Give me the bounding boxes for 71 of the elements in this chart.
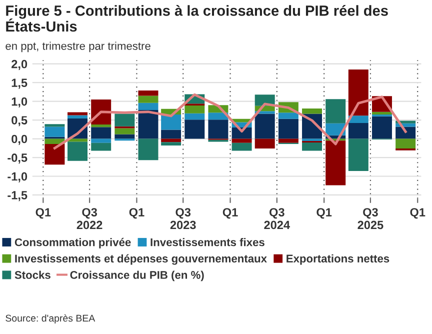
bar — [232, 138, 252, 143]
chart-subtitle: en ppt, trimestre par trimestre — [6, 42, 150, 52]
y-tick-label: -1,0 — [8, 172, 28, 182]
bar — [68, 142, 88, 161]
x-tick-label: Q3 2022 — [76, 208, 102, 230]
x-tick-label: Q1 — [129, 208, 144, 219]
bar — [138, 96, 158, 103]
bar — [396, 138, 416, 149]
bar — [138, 102, 158, 110]
bar — [138, 90, 158, 96]
bar — [161, 130, 182, 139]
bar — [91, 124, 112, 128]
y-tick-label: 1,5 — [12, 78, 28, 89]
bar — [68, 138, 88, 142]
bar — [372, 112, 392, 114]
bar — [44, 144, 65, 165]
bar — [114, 134, 135, 139]
legend-label: Stocks — [14, 270, 50, 279]
x-tick-label: Q1 — [36, 208, 51, 219]
bar — [396, 126, 416, 139]
bar — [302, 142, 322, 151]
y-tick-label: 1,0 — [12, 97, 28, 108]
bar — [138, 138, 158, 160]
bar — [232, 142, 252, 151]
bar — [326, 99, 346, 124]
x-tick-label: Q1 — [316, 208, 332, 219]
y-tick-label: -0,5 — [8, 154, 28, 164]
bar — [91, 142, 112, 151]
legend-label: Exportations nettes — [286, 254, 390, 265]
legend-label: Investissements et dépenses gouvernementaux — [15, 254, 267, 265]
bar — [44, 124, 65, 127]
x-tick-label: Q3 2024 — [264, 208, 290, 230]
bar — [138, 110, 158, 139]
bar — [348, 138, 368, 172]
source-note: Source: d'après BEA — [6, 314, 96, 324]
x-tick-label: Q1 — [410, 208, 426, 219]
x-tick-label: Q3 2025 — [358, 208, 384, 230]
bar — [114, 114, 135, 126]
y-tick-label: 0,5 — [12, 116, 28, 126]
bar — [68, 115, 88, 119]
bar — [254, 138, 275, 149]
bar — [91, 127, 112, 139]
bar — [278, 138, 298, 143]
y-tick-label: 0,0 — [12, 134, 28, 145]
bar — [278, 118, 298, 139]
bar — [184, 120, 205, 139]
legend-label: Croissance du PIB (en %) — [70, 270, 204, 282]
bar — [348, 123, 368, 139]
bar — [372, 116, 392, 139]
bar — [254, 114, 275, 139]
x-tick-label: Q3 2023 — [170, 208, 196, 230]
legend-label: Investissements fixes — [150, 238, 264, 246]
bar — [161, 114, 182, 130]
legend-label: Consommation privée — [14, 238, 131, 248]
bar — [161, 142, 182, 146]
line-series — [53, 93, 407, 150]
bar — [44, 126, 65, 137]
y-tick-label: -1,5 — [8, 191, 28, 202]
bar — [184, 105, 205, 114]
bar — [114, 128, 135, 134]
bar — [326, 140, 346, 186]
x-tick-label: Q1 — [222, 208, 238, 219]
bar — [68, 112, 88, 116]
bar — [184, 113, 205, 120]
bar — [91, 138, 112, 143]
bar — [302, 108, 322, 114]
bar — [208, 120, 228, 139]
bar — [348, 69, 368, 116]
bar — [278, 112, 298, 119]
chart-title: Figure 5 - Contributions à la croissance du PIB réel des États-Unis — [6, 5, 388, 32]
y-tick-label: 2,0 — [12, 60, 28, 70]
